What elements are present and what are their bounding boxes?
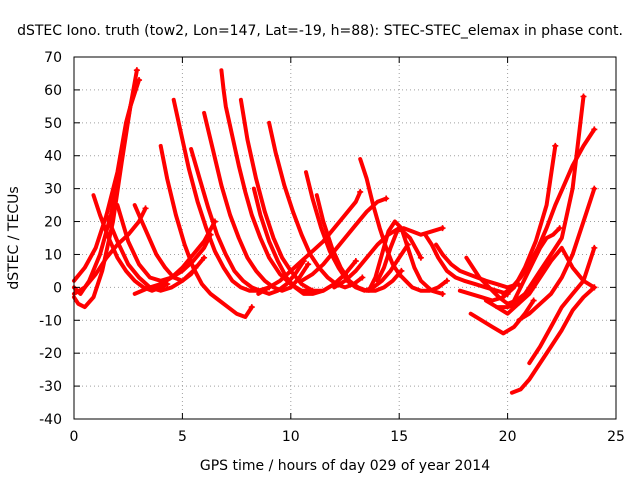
x-tick-label: 10 xyxy=(282,429,300,445)
series-line xyxy=(158,143,254,319)
series-arc-31 xyxy=(483,93,587,316)
plot-frame xyxy=(73,56,617,420)
y-tick-label: -40 xyxy=(39,412,62,428)
y-tick-label: 40 xyxy=(44,149,62,165)
series-end-marker xyxy=(383,195,390,202)
series-end-marker xyxy=(352,258,359,265)
y-tick-label: 0 xyxy=(53,280,62,296)
series-line xyxy=(516,186,597,323)
y-tick-label: 70 xyxy=(44,50,62,66)
series-arc-22 xyxy=(358,157,450,293)
series-arc-20 xyxy=(256,188,364,296)
series-end-marker xyxy=(359,274,366,281)
series-line xyxy=(509,285,597,395)
x-axis-label: GPS time / hours of day 029 of year 2014 xyxy=(200,458,490,474)
series-line xyxy=(332,226,423,290)
y-tick-label: 60 xyxy=(44,83,62,99)
series-line xyxy=(132,203,198,283)
series-end-marker xyxy=(248,304,255,311)
series-end-marker xyxy=(305,261,312,268)
series-line xyxy=(434,242,521,290)
y-axis-label: dSTEC / TECUs xyxy=(6,186,22,289)
series-line xyxy=(494,245,597,310)
series-end-marker xyxy=(552,142,559,149)
x-tick-label: 0 xyxy=(70,429,79,445)
series-arc-4 xyxy=(72,205,149,296)
series-arc-13 xyxy=(202,110,312,293)
series-arc-32 xyxy=(501,126,598,296)
series-end-marker xyxy=(417,254,424,261)
series-line xyxy=(512,226,562,303)
series-end-marker xyxy=(133,67,140,74)
x-tick-label: 15 xyxy=(390,429,408,445)
series-arc-36 xyxy=(494,245,598,310)
y-tick-label: -30 xyxy=(39,379,62,395)
y-tick-label: 30 xyxy=(44,182,62,198)
series-line xyxy=(375,226,445,283)
series-line xyxy=(171,97,272,293)
y-tick-label: 20 xyxy=(44,215,62,231)
series-arc-23 xyxy=(332,226,424,290)
axis-ticks: 0 5 10 15 20 25 -40 -30 -20 -10 0 10 20 30 40 50 60 70 xyxy=(39,50,625,445)
series-arc-17 xyxy=(267,120,366,290)
series-end-marker xyxy=(357,188,364,195)
series-end-marker xyxy=(136,77,143,84)
series-line xyxy=(219,68,315,293)
series-end-marker xyxy=(556,225,563,232)
series-arc-33 xyxy=(512,225,563,303)
series-line xyxy=(267,120,365,290)
y-tick-label: -20 xyxy=(39,346,62,362)
x-tick-label: 20 xyxy=(499,429,517,445)
series-end-marker xyxy=(591,185,598,192)
series-end-marker xyxy=(580,93,587,100)
series-line xyxy=(189,147,306,296)
series-arc-10 xyxy=(158,143,255,319)
chart-title: dSTEC Iono. truth (tow2, Lon=147, Lat=-1… xyxy=(17,23,623,39)
series-end-marker xyxy=(591,284,598,291)
series-line xyxy=(501,127,597,296)
series-end-marker xyxy=(439,290,446,297)
series-line xyxy=(256,189,363,296)
series-layer xyxy=(72,67,598,395)
series-end-marker xyxy=(439,225,446,232)
y-tick-label: -10 xyxy=(39,313,62,329)
x-tick-label: 25 xyxy=(607,429,625,445)
x-tick-label: 5 xyxy=(178,429,187,445)
y-tick-label: 10 xyxy=(44,247,62,263)
series-arc-2 xyxy=(72,77,143,296)
series-end-marker xyxy=(530,297,537,304)
series-line xyxy=(483,94,586,316)
series-end-marker xyxy=(142,205,149,212)
series-line xyxy=(468,298,536,336)
series-line xyxy=(132,232,213,296)
series-arc-37 xyxy=(516,185,598,323)
series-end-marker xyxy=(201,254,208,261)
series-end-marker xyxy=(443,277,450,284)
series-line xyxy=(72,206,148,296)
series-end-marker xyxy=(591,244,598,251)
series-arc-25 xyxy=(375,225,446,283)
series-end-marker xyxy=(591,126,598,133)
series-line xyxy=(202,110,311,293)
series-arc-29 xyxy=(468,297,537,336)
y-tick-label: 50 xyxy=(44,116,62,132)
series-end-marker xyxy=(131,86,138,93)
series-line xyxy=(314,193,404,293)
